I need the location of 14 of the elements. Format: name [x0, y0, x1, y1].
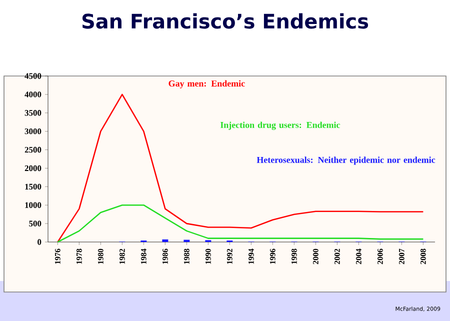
y-tick-label: 0	[38, 239, 42, 245]
y-tick-label: 4000	[24, 92, 42, 98]
y-tick-label: 2000	[24, 165, 42, 172]
text: Heterosexuals: Neither epidemic nor endemic	[256, 156, 436, 165]
y-tick-label: 3500	[24, 110, 42, 116]
y-tick-label: 4500	[24, 73, 42, 79]
y-tick-label: 500	[29, 220, 42, 226]
text: Injection drug users: Endemic	[220, 122, 340, 130]
chart-title: San Francisco’s Endemics	[82, 13, 368, 29]
y-tick-label: 2500	[24, 146, 42, 153]
y-tick-label: 1500	[25, 184, 42, 190]
text: Gay men: Endemic	[168, 80, 245, 88]
y-tick-label: 3000	[24, 128, 42, 134]
y-tick-label: 1000	[25, 202, 42, 208]
